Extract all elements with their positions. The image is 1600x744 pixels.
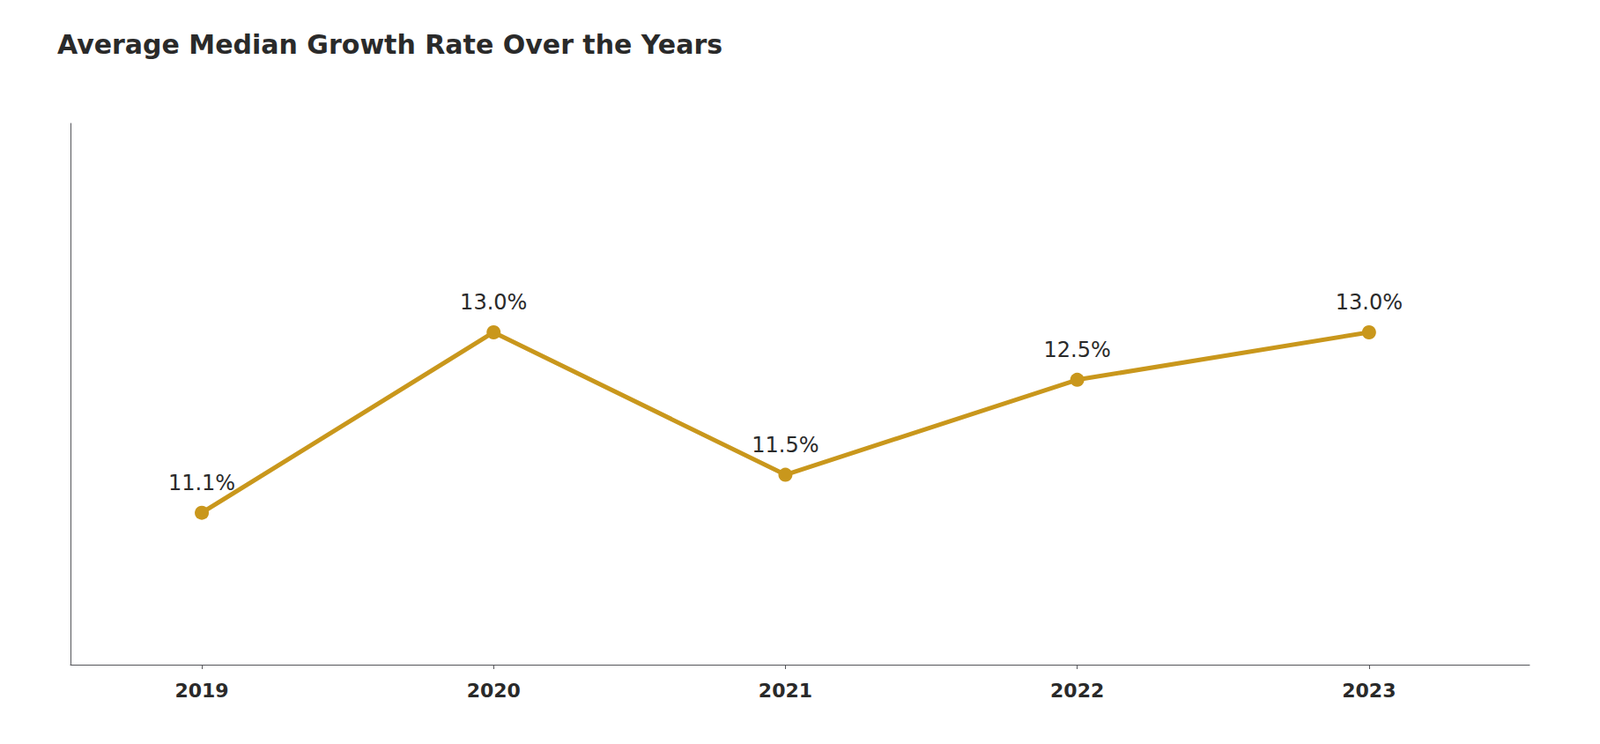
svg-text:2023: 2023	[1341, 679, 1396, 702]
svg-text:Average Median Growth Rate Ove: Average Median Growth Rate Over the Year…	[57, 29, 723, 60]
svg-text:13.0%: 13.0%	[1335, 289, 1403, 315]
svg-text:13.0%: 13.0%	[459, 289, 527, 315]
svg-text:2022: 2022	[1050, 679, 1104, 702]
svg-text:11.5%: 11.5%	[751, 432, 819, 458]
svg-text:11.1%: 11.1%	[168, 470, 236, 496]
svg-text:12.5%: 12.5%	[1044, 337, 1112, 363]
svg-text:2020: 2020	[466, 679, 521, 702]
svg-text:2021: 2021	[758, 679, 813, 702]
svg-text:2019: 2019	[174, 679, 229, 702]
